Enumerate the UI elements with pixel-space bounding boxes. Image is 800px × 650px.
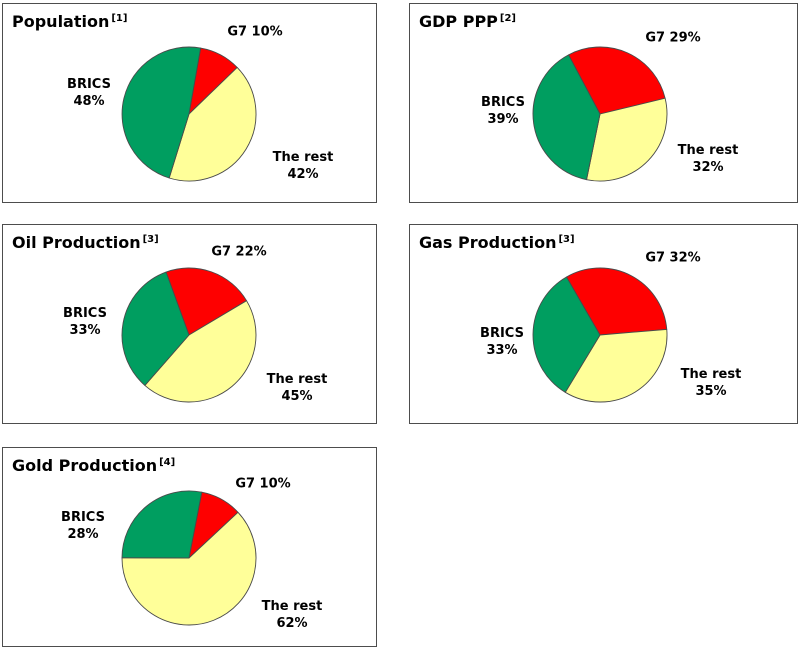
label-brics-name: BRICS [480, 326, 524, 341]
label-brics: BRICS 33% [480, 325, 524, 359]
label-g7: G7 10% [235, 476, 291, 492]
label-g7: G7 29% [645, 30, 701, 46]
label-rest-name: The rest [266, 372, 328, 387]
label-g7: G7 10% [227, 24, 283, 40]
footnote-ref: [1] [111, 13, 128, 24]
pie-chart-oil-production [114, 260, 264, 410]
label-brics-value: 28% [67, 527, 99, 542]
chart-title: Gas Production [3] [419, 233, 575, 252]
panel-oil-production: Oil Production [3] G7 22% BRICS 33% The re… [2, 224, 377, 424]
label-rest-value: 32% [692, 160, 724, 175]
chart-title: Population [1] [12, 12, 127, 31]
pie-slice-brics [121, 490, 203, 559]
chart-title-text: Population [12, 12, 110, 31]
panel-gdp-ppp: GDP PPP [2] G7 29% BRICS 39% The rest 32% [409, 3, 798, 203]
pie-slice-the-rest [168, 67, 257, 182]
pie-slice-g7 [568, 46, 666, 115]
label-brics-name: BRICS [61, 510, 105, 525]
chart-title: Gold Production [4] [12, 456, 175, 475]
label-the-rest: The rest 35% [681, 366, 742, 400]
pie-chart-gas-production [525, 260, 675, 410]
label-rest-value: 35% [695, 384, 727, 399]
chart-title: GDP PPP [2] [419, 12, 516, 31]
label-brics: BRICS 28% [61, 509, 105, 543]
footnote-ref: [2] [499, 13, 516, 24]
chart-title-text: Gas Production [419, 233, 557, 252]
label-brics-value: 33% [69, 323, 101, 338]
label-the-rest: The rest 32% [678, 142, 739, 176]
chart-title: Oil Production [3] [12, 233, 159, 252]
label-the-rest: The rest 62% [262, 598, 323, 632]
panel-gas-production: Gas Production [3] G7 32% BRICS 33% The re… [409, 224, 798, 424]
pie-slice-brics [532, 276, 601, 393]
label-brics-value: 33% [486, 343, 518, 358]
pie-slice-the-rest [121, 511, 257, 626]
panel-population: Population [1] G7 10% BRICS 48% The rest 42… [2, 3, 377, 203]
label-g7: G7 32% [645, 250, 701, 266]
label-brics-name: BRICS [63, 306, 107, 321]
pie-slice-g7 [566, 267, 668, 336]
label-rest-value: 42% [287, 167, 319, 182]
pie-chart-gdp-ppp [525, 39, 675, 189]
label-the-rest: The rest 45% [267, 371, 328, 405]
pie-chart-gold-production [114, 483, 264, 633]
pie-slice-the-rest [564, 328, 668, 403]
label-brics: BRICS 48% [67, 76, 111, 110]
label-rest-name: The rest [261, 599, 323, 614]
label-brics-name: BRICS [481, 95, 525, 110]
label-brics-value: 39% [487, 112, 519, 127]
pie-slice-g7 [165, 267, 247, 336]
pie-slice-the-rest [144, 300, 257, 403]
label-rest-value: 45% [281, 389, 313, 404]
label-brics: BRICS 33% [63, 305, 107, 339]
label-brics-name: BRICS [67, 77, 111, 92]
label-brics-value: 48% [73, 94, 105, 109]
footnote-ref: [4] [159, 457, 176, 468]
panel-gold-production: Gold Production [4] G7 10% BRICS 28% The r… [2, 447, 377, 647]
label-rest-name: The rest [272, 150, 334, 165]
pie-chart-population [114, 39, 264, 189]
pie-slice-brics [121, 46, 202, 179]
pie-slice-brics [532, 54, 601, 181]
chart-title-text: Gold Production [12, 456, 158, 475]
pie-slice-brics [121, 271, 190, 386]
pie-slice-the-rest [586, 97, 668, 182]
label-brics: BRICS 39% [481, 94, 525, 128]
chart-title-text: Oil Production [12, 233, 141, 252]
label-g7: G7 22% [211, 244, 267, 260]
label-rest-value: 62% [276, 616, 308, 631]
label-rest-name: The rest [680, 367, 742, 382]
footnote-ref: [3] [142, 234, 159, 245]
chart-title-text: GDP PPP [419, 12, 498, 31]
footnote-ref: [3] [558, 234, 575, 245]
label-the-rest: The rest 42% [273, 149, 334, 183]
label-rest-name: The rest [677, 143, 739, 158]
